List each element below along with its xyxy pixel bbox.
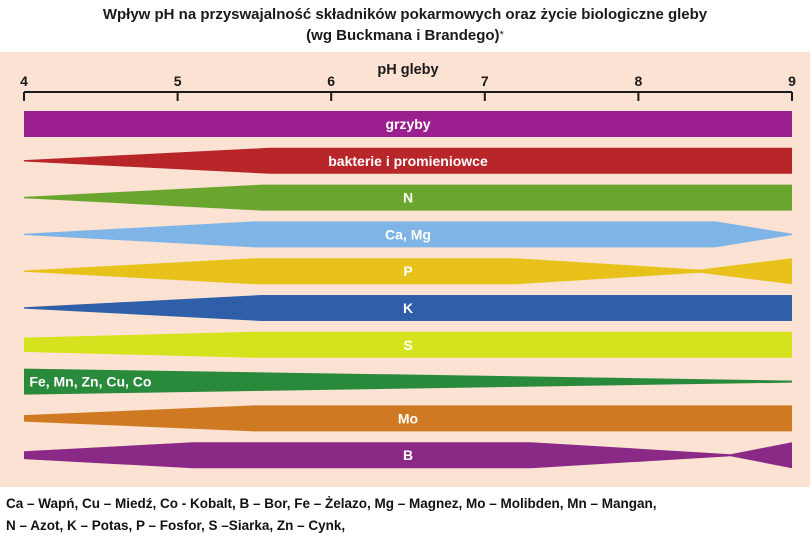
axis-tick-label: 4 <box>20 73 28 89</box>
band-k <box>24 295 792 321</box>
band-ca-mg <box>24 221 792 248</box>
chart-title: Wpływ pH na przyswajalność składników po… <box>0 4 810 46</box>
axis-tick-label: 8 <box>635 73 643 89</box>
band-label: Fe, Mn, Zn, Cu, Co <box>29 374 151 390</box>
band-label: K <box>403 300 413 316</box>
band-bakterie-i-promieniowce <box>24 147 792 174</box>
subtitle-line: (wg Buckmana i Brandego)* <box>0 25 810 46</box>
band-n <box>24 184 792 211</box>
band-label: P <box>403 263 412 279</box>
band-mo <box>24 405 792 432</box>
band-b <box>24 442 792 469</box>
band-label: Ca, Mg <box>385 226 431 242</box>
axis-label: pH gleby <box>377 62 438 78</box>
band-s <box>24 331 792 358</box>
axis-tick-label: 5 <box>174 73 182 89</box>
abbreviation-legend: Ca – Wapń, Cu – Miedź, Co - Kobalt, B – … <box>6 493 810 537</box>
band-label: Mo <box>398 410 418 426</box>
band-label: S <box>403 337 412 353</box>
ph-availability-diagram: pH gleby 4 5 6 7 8 9 grzyby bakterie i promienio… <box>20 62 796 469</box>
subtitle-text: (wg Buckmana i Brandego) <box>306 27 500 44</box>
band-label: bakterie i promieniowce <box>328 153 488 169</box>
axis-tick-label: 7 <box>481 73 489 89</box>
band-grzyby <box>24 111 792 137</box>
subtitle-asterisk: * <box>499 29 504 41</box>
legend-line-1: Ca – Wapń, Cu – Miedź, Co - Kobalt, B – … <box>6 496 657 511</box>
axis-tick-label: 6 <box>327 73 335 89</box>
band-fe-mn-zn-cu-co <box>24 368 792 395</box>
band-label: B <box>403 447 413 463</box>
band-label: N <box>403 190 413 206</box>
band-p <box>24 258 792 285</box>
band-label: grzyby <box>385 116 430 132</box>
title-line: Wpływ pH na przyswajalność składników po… <box>102 6 708 23</box>
legend-line-2: N – Azot, K – Potas, P – Fosfor, S –Siar… <box>6 518 346 533</box>
axis-tick-label: 9 <box>788 73 796 89</box>
